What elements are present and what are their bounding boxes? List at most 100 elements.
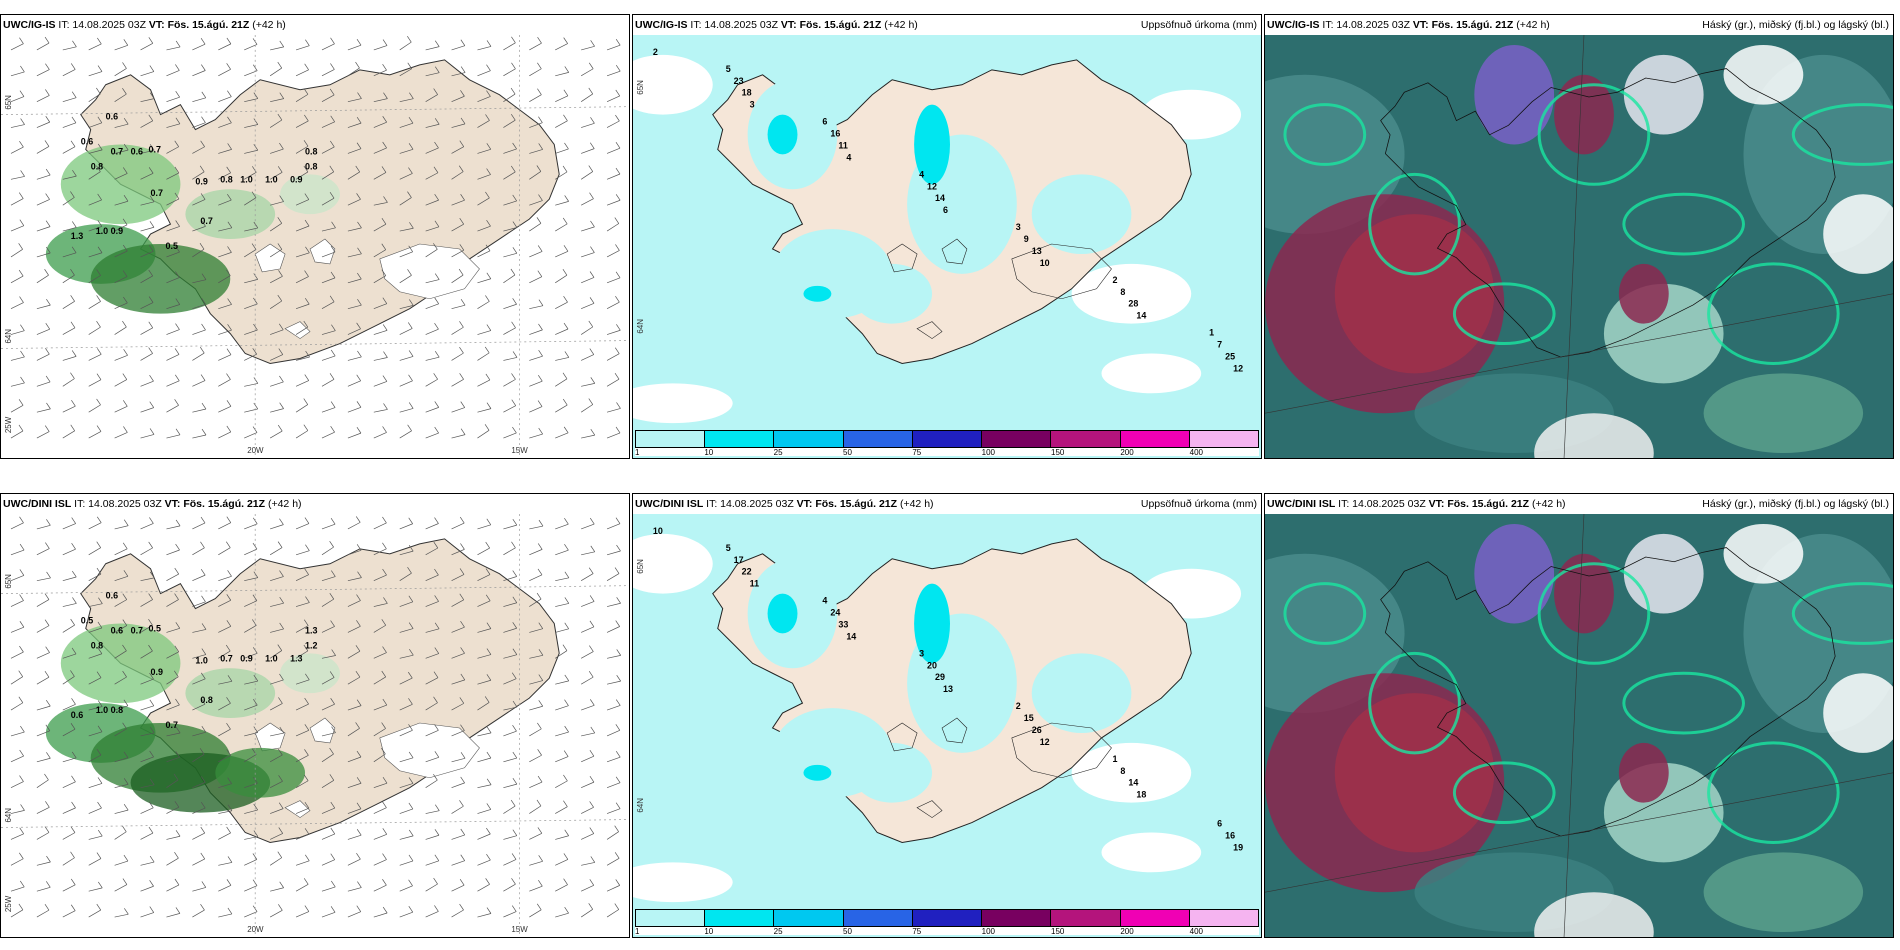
wind-barb: [399, 703, 413, 711]
precip-area: [1031, 653, 1132, 733]
wind-barb: [425, 911, 439, 918]
wind-barb: [606, 756, 621, 763]
wind-barb: [425, 279, 440, 284]
wind-barb: [425, 810, 440, 814]
colorbar-swatch: [774, 910, 844, 926]
colorbar-swatch: [636, 431, 706, 447]
wind-barb: [62, 728, 76, 737]
wind-barb: [347, 650, 361, 659]
wind-barb: [477, 859, 491, 866]
wind-barb: [373, 728, 386, 737]
wind-barb: [244, 836, 258, 840]
wind-barb: [321, 227, 336, 232]
wind-barb: [114, 379, 127, 387]
wind-barb: [503, 678, 517, 685]
wind-barb: [88, 226, 103, 232]
precip-value: 16: [1225, 830, 1235, 840]
colorbar-swatch: [636, 910, 706, 926]
wind-barb: [244, 329, 258, 335]
low-cloud-contour: [1283, 582, 1367, 645]
wind-barb: [192, 654, 206, 659]
wind-barb: [10, 858, 24, 866]
panel-header: UWC/DINI ISL IT: 14.08.2025 03Z VT: Fös.…: [1265, 494, 1893, 514]
wind-barb: [373, 652, 387, 659]
gust-value: 0.9: [290, 174, 302, 184]
wind-barb: [529, 909, 542, 918]
wind-barb: [192, 171, 205, 180]
gust-value: 0.5: [81, 615, 93, 625]
wind-barb: [606, 408, 621, 413]
wind-barb: [10, 755, 24, 763]
colorbar-tick-label: 200: [1120, 448, 1134, 457]
wind-barb: [555, 43, 568, 51]
gust-area: [280, 174, 340, 215]
colorbar-swatch: [1189, 910, 1258, 926]
cloud-field: [1823, 194, 1893, 274]
glacier: [309, 238, 336, 265]
precip-value: 11: [838, 140, 847, 150]
wind-barb: [10, 96, 25, 103]
lat-tick-label: 64N: [636, 798, 645, 813]
wind-barb: [555, 680, 569, 685]
wind-barb: [399, 911, 413, 918]
gust-value: 0.6: [131, 146, 143, 156]
wind-barb: [451, 549, 465, 556]
wind-barb: [244, 124, 258, 128]
colorbar-tick-label: 25: [773, 927, 783, 936]
precip-value: 26: [1032, 725, 1042, 735]
wind-barb: [62, 603, 77, 607]
gust-value: 0.7: [200, 216, 212, 226]
wind-barb: [10, 275, 24, 284]
wind-barb: [373, 912, 388, 918]
dry-area: [633, 862, 733, 903]
wind-barb: [62, 175, 77, 180]
wind-barb: [10, 676, 23, 685]
wind-barb: [36, 730, 50, 737]
precip-value: 10: [653, 526, 663, 536]
wind-barb: [295, 171, 309, 180]
wind-barb: [88, 171, 101, 180]
wind-barb: [581, 226, 595, 232]
wind-barb: [244, 383, 258, 387]
wind-barb: [218, 96, 232, 103]
colorbar-tick-label: 25: [773, 448, 783, 457]
wind-barb: [88, 807, 102, 814]
wind-barb: [270, 98, 284, 103]
wind-barb: [451, 909, 464, 918]
wind-barb: [321, 171, 334, 180]
wind-barb: [529, 860, 543, 866]
wind-barb: [218, 575, 232, 582]
wind-barb: [529, 885, 543, 892]
wind-barb: [114, 884, 128, 892]
lat-tick-label: 25W: [4, 416, 13, 433]
wind-barb: [36, 625, 50, 633]
glacier: [254, 722, 286, 752]
dry-area: [633, 383, 733, 424]
cloud-field: [1334, 693, 1495, 853]
wind-barb: [62, 703, 76, 711]
wind-barb: [425, 601, 439, 607]
colorbar-tick-label: 100: [981, 448, 996, 457]
wind-barb: [140, 705, 154, 711]
field-title: Háský (gr.), miðský (fj.bl.) og lágský (…: [1702, 19, 1889, 31]
wind-barb: [10, 71, 25, 77]
wind-barb: [503, 252, 517, 258]
wind-barb: [347, 432, 362, 439]
dry-area: [1101, 832, 1202, 873]
wind-barb: [555, 780, 568, 789]
wind-barb: [36, 431, 50, 439]
wind-barb: [529, 433, 543, 439]
gust-value: 0.7: [151, 188, 163, 198]
wind-barb: [140, 353, 153, 361]
wind-barb: [503, 547, 516, 556]
wind-barb: [88, 706, 103, 711]
wind-barb: [36, 69, 50, 77]
model-name: UWC/IG-IS: [1267, 19, 1320, 31]
wind-barb: [114, 326, 127, 335]
wind-barb: [166, 434, 181, 439]
wind-barb: [529, 525, 544, 530]
wind-barb: [399, 860, 414, 866]
wind-barb: [580, 676, 594, 685]
wind-barb: [529, 654, 544, 659]
wind-barb: [140, 624, 153, 633]
